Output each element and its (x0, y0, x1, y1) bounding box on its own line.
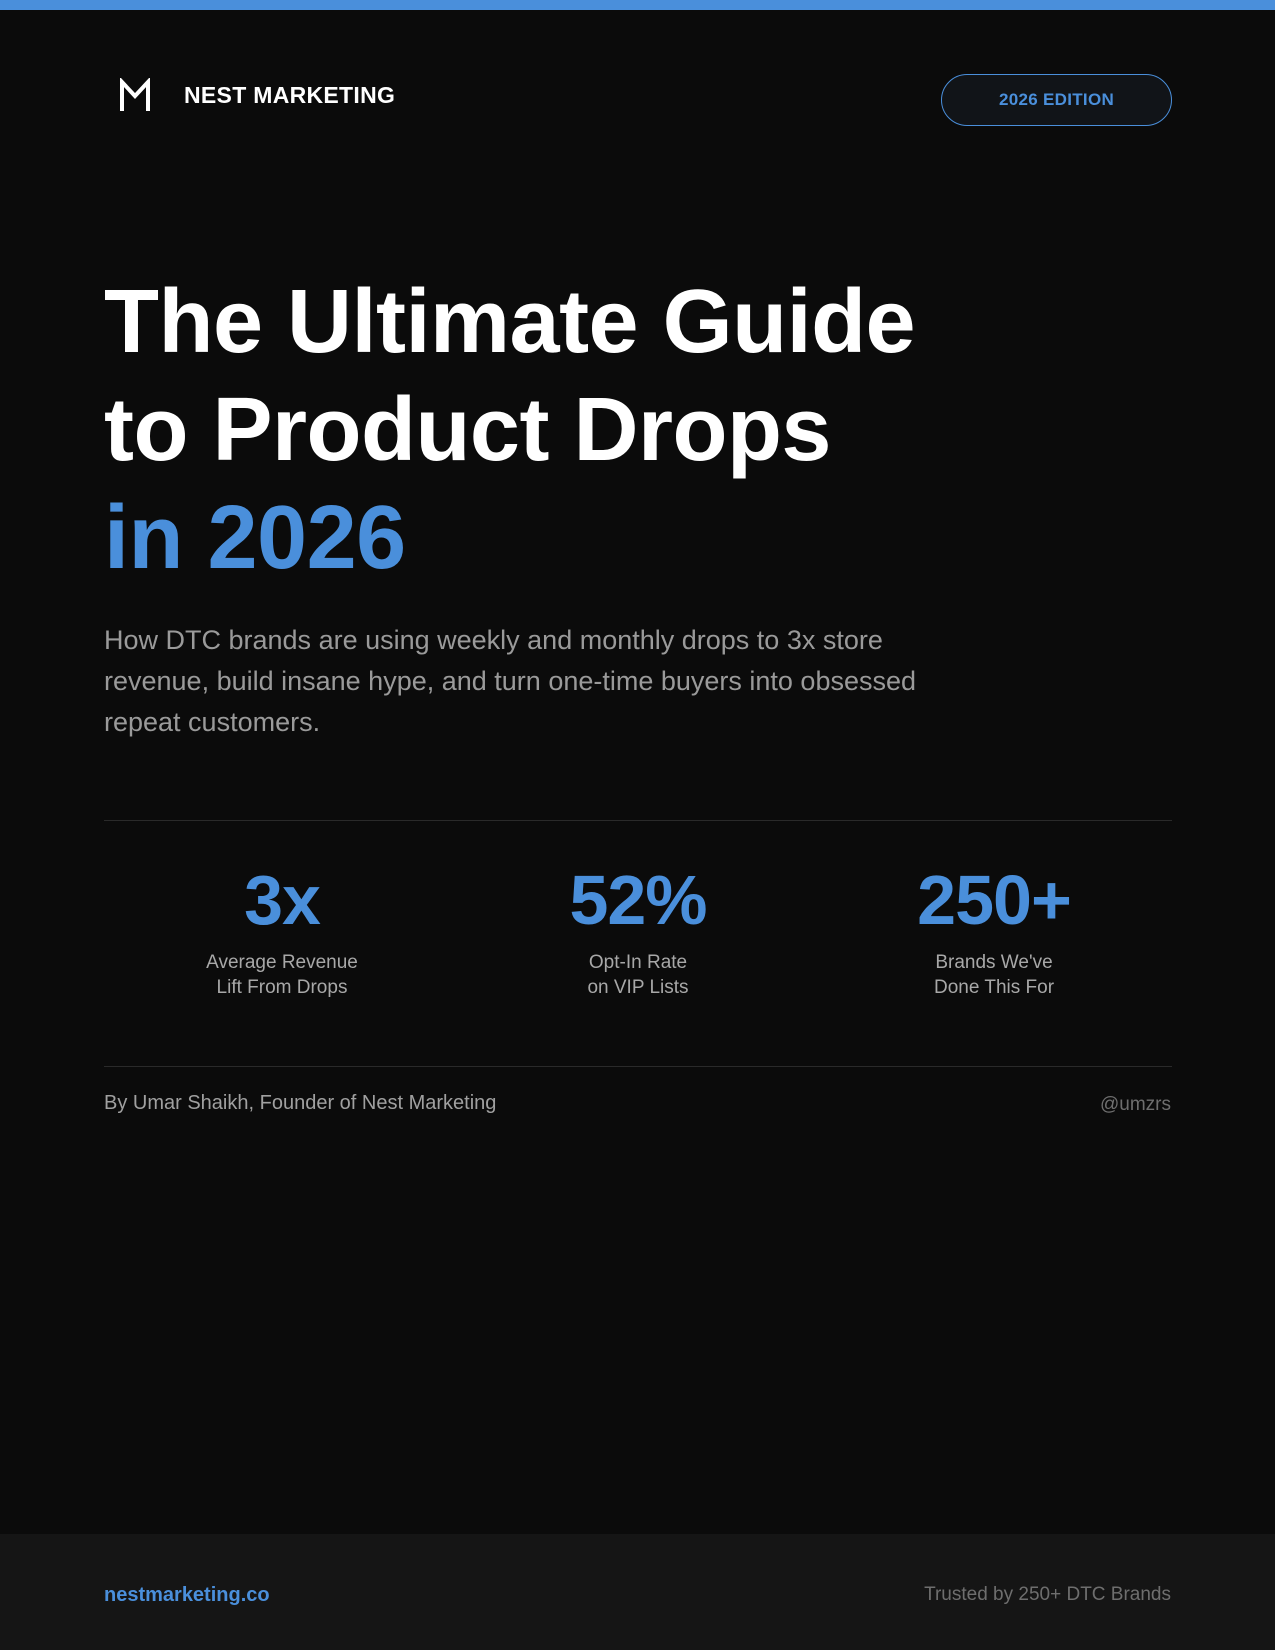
stat-label-line-1: Average Revenue (206, 952, 358, 973)
hero-subtitle: How DTC brands are using weekly and mont… (104, 625, 917, 737)
brand[interactable]: NEST MARKETING (118, 78, 395, 112)
stat-label-line-2: Lift From Drops (216, 977, 348, 998)
stats-row: 3x Average Revenue Lift From Drops 52% O… (104, 858, 1172, 1008)
m-logo-icon (120, 78, 150, 111)
stat-value: 52% (569, 861, 707, 939)
brand-name: NEST MARKETING (184, 81, 396, 108)
divider-bottom (104, 1066, 1172, 1067)
stat-label: Brands We've Done This For (816, 950, 1172, 1000)
hero-title-line-2: to Product Drops (104, 380, 832, 480)
stat-opt-in-rate: 52% Opt-In Rate on VIP Lists (460, 858, 816, 1000)
stat-label: Average Revenue Lift From Drops (104, 950, 460, 1000)
hero-title: The Ultimate Guide to Product Drops in 2… (104, 268, 1004, 592)
author-byline: By Umar Shaikh, Founder of Nest Marketin… (104, 1092, 497, 1114)
author-handle[interactable]: @umzrs (1099, 1094, 1171, 1115)
stat-label-line-2: on VIP Lists (587, 977, 689, 998)
stat-label-line-1: Opt-In Rate (588, 952, 688, 973)
stat-label-line-1: Brands We've (935, 952, 1053, 973)
stat-label: Opt-In Rate on VIP Lists (460, 950, 816, 1000)
website-link[interactable]: nestmarketing.co (104, 1584, 270, 1606)
hero-title-line-3: in 2026 (104, 488, 406, 588)
stat-value: 3x (244, 861, 321, 939)
stat-value: 250+ (917, 861, 1072, 939)
edition-badge: 2026 EDITION (941, 74, 1172, 126)
top-accent-bar (0, 0, 1275, 10)
stat-revenue-lift: 3x Average Revenue Lift From Drops (104, 858, 460, 1000)
stat-brands-count: 250+ Brands We've Done This For (816, 858, 1172, 1000)
trust-statement: Trusted by 250+ DTC Brands (924, 1584, 1171, 1605)
footer: nestmarketing.co Trusted by 250+ DTC Bra… (0, 1534, 1275, 1650)
hero-title-line-1: The Ultimate Guide (104, 272, 916, 372)
stat-label-line-2: Done This For (933, 977, 1055, 998)
header: NEST MARKETING 2026 EDITION (104, 72, 1172, 128)
divider-top (104, 820, 1172, 821)
